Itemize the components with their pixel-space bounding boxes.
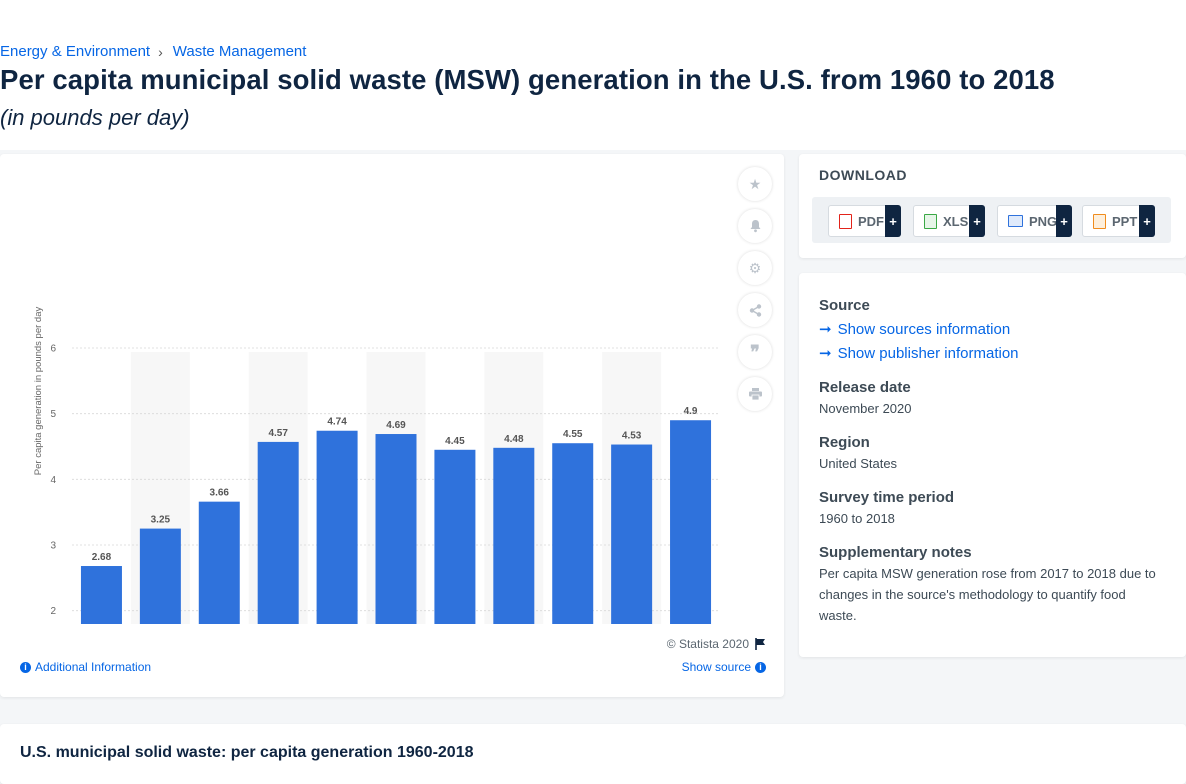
notification-button[interactable] bbox=[738, 209, 772, 243]
plus-icon[interactable]: + bbox=[885, 205, 901, 237]
page-title: Per capita municipal solid waste (MSW) g… bbox=[0, 64, 1055, 95]
y-tick-label: 6 bbox=[50, 344, 56, 355]
bar[interactable] bbox=[434, 449, 476, 624]
show-sources-label: Show sources information bbox=[837, 320, 1011, 338]
share-button[interactable] bbox=[738, 293, 772, 327]
print-icon bbox=[748, 388, 762, 400]
release-value: November 2020 bbox=[819, 401, 912, 416]
show-source-label: Show source bbox=[681, 660, 751, 674]
survey-value: 1960 to 2018 bbox=[819, 511, 895, 526]
chart-card: 2.68 3.25 3.66 4.57 4.74 4.69 4.45 4.48 4.55 4.53… bbox=[0, 154, 784, 697]
y-tick-label: 3 bbox=[50, 541, 56, 552]
data-label: 4.69 bbox=[386, 420, 406, 431]
bell-icon bbox=[750, 220, 760, 233]
bar[interactable] bbox=[80, 566, 122, 624]
download-png-button[interactable]: PNG + bbox=[997, 205, 1072, 237]
ppt-label: PPT bbox=[1112, 213, 1138, 229]
data-label: 4.57 bbox=[268, 428, 288, 439]
download-title: DOWNLOAD bbox=[819, 167, 907, 183]
related-title[interactable]: U.S. municipal solid waste: per capita g… bbox=[20, 744, 474, 761]
chevron-right-icon: › bbox=[158, 43, 163, 60]
info-icon: i bbox=[20, 661, 31, 673]
data-label: 4.53 bbox=[622, 431, 642, 442]
pdf-file-icon bbox=[839, 213, 852, 229]
copyright: © Statista 2020 bbox=[667, 637, 766, 651]
show-sources-link[interactable]: ➞ Show sources information bbox=[819, 320, 1011, 339]
cite-button[interactable]: ❞ bbox=[738, 335, 772, 369]
settings-button[interactable]: ⚙ bbox=[738, 251, 772, 285]
favorite-button[interactable]: ★ bbox=[738, 167, 772, 201]
bar[interactable] bbox=[375, 434, 417, 624]
data-label: 4.74 bbox=[327, 417, 347, 428]
plus-icon[interactable]: + bbox=[1139, 205, 1155, 237]
related-card: U.S. municipal solid waste: per capita g… bbox=[0, 724, 1186, 784]
additional-info-link[interactable]: i Additional Information bbox=[20, 660, 151, 674]
data-label: 2.68 bbox=[92, 552, 112, 563]
data-label: 4.9 bbox=[684, 406, 698, 417]
plus-icon[interactable]: + bbox=[969, 205, 985, 237]
data-label: 3.66 bbox=[210, 488, 230, 499]
pdf-label: PDF bbox=[858, 213, 884, 229]
gear-icon: ⚙ bbox=[748, 259, 762, 276]
page-subtitle: (in pounds per day) bbox=[0, 105, 190, 130]
bar[interactable] bbox=[316, 430, 358, 624]
info-icon: i bbox=[755, 661, 766, 673]
data-label: 4.55 bbox=[563, 429, 583, 440]
download-pdf-button[interactable]: PDF + bbox=[828, 205, 901, 237]
download-ppt-button[interactable]: PPT + bbox=[1082, 205, 1155, 237]
download-card: DOWNLOAD PDF + XLS + PNG + PPT + bbox=[799, 154, 1186, 258]
notes-heading: Supplementary notes bbox=[819, 544, 972, 561]
bar[interactable] bbox=[552, 443, 594, 624]
notes-value: Per capita MSW generation rose from 2017… bbox=[819, 566, 1156, 623]
breadcrumb: Energy & Environment › Waste Management bbox=[0, 43, 306, 60]
show-source-link[interactable]: Show source i bbox=[682, 660, 766, 674]
png-label: PNG bbox=[1029, 213, 1058, 229]
data-label: 4.45 bbox=[445, 436, 465, 447]
info-card: Source ➞ Show sources information ➞ Show… bbox=[799, 273, 1186, 657]
bar[interactable] bbox=[670, 420, 712, 624]
release-heading: Release date bbox=[819, 379, 911, 396]
download-xls-button[interactable]: XLS + bbox=[913, 205, 985, 237]
plus-icon[interactable]: + bbox=[1056, 205, 1072, 237]
xls-label: XLS bbox=[943, 213, 969, 229]
breadcrumb-item-energy[interactable]: Energy & Environment bbox=[0, 43, 151, 60]
arrow-right-icon: ➞ bbox=[819, 321, 832, 338]
bar[interactable] bbox=[611, 444, 653, 624]
breadcrumb-item-waste[interactable]: Waste Management bbox=[172, 43, 307, 60]
ppt-file-icon bbox=[1093, 213, 1106, 229]
show-publisher-link[interactable]: ➞ Show publisher information bbox=[819, 344, 1019, 363]
y-tick-label: 2 bbox=[50, 606, 56, 617]
copyright-text: © Statista 2020 bbox=[666, 637, 749, 651]
bar[interactable] bbox=[198, 501, 240, 624]
quote-icon: ❞ bbox=[750, 342, 760, 362]
data-label: 4.48 bbox=[504, 434, 524, 445]
flag-icon[interactable] bbox=[755, 638, 766, 650]
bar[interactable] bbox=[257, 441, 299, 624]
download-row: PDF + XLS + PNG + PPT + bbox=[812, 197, 1171, 243]
additional-info-label: Additional Information bbox=[35, 660, 152, 674]
y-axis-label: Per capita generation in pounds per day bbox=[33, 307, 44, 476]
region-heading: Region bbox=[819, 434, 870, 451]
share-icon bbox=[749, 303, 761, 317]
show-publisher-label: Show publisher information bbox=[837, 344, 1019, 362]
bar[interactable] bbox=[493, 447, 535, 624]
star-icon: ★ bbox=[748, 175, 762, 192]
header-area bbox=[0, 0, 1186, 150]
bar-chart: 2.68 3.25 3.66 4.57 4.74 4.69 4.45 4.48 4.55 4.53… bbox=[33, 307, 720, 624]
data-label: 3.25 bbox=[151, 515, 171, 526]
print-button[interactable] bbox=[738, 377, 772, 411]
survey-heading: Survey time period bbox=[819, 489, 955, 506]
region-value: United States bbox=[819, 456, 898, 471]
png-file-icon bbox=[1008, 215, 1023, 227]
arrow-right-icon: ➞ bbox=[819, 345, 832, 362]
source-heading: Source bbox=[819, 297, 870, 314]
bar[interactable] bbox=[139, 528, 181, 624]
y-tick-label: 5 bbox=[50, 409, 56, 420]
y-tick-label: 4 bbox=[50, 475, 56, 486]
xls-file-icon bbox=[924, 213, 937, 229]
